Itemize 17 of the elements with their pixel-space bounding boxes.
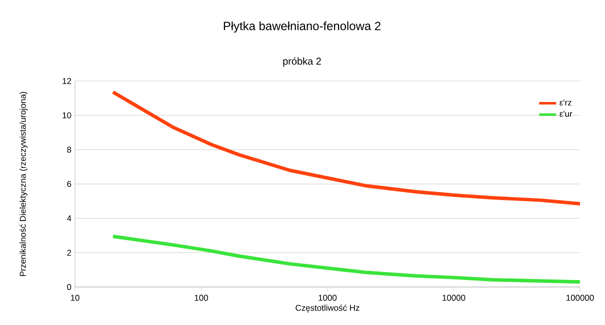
- chart-subtitle: próbka 2: [283, 57, 321, 67]
- x-tick-label: 100: [194, 294, 208, 301]
- y-tick-label: 12: [62, 78, 72, 84]
- x-tick-label: 100000: [566, 294, 594, 301]
- y-axis-title: Przenikalność Dielektyczna (rzeczywista/urojona): [19, 92, 28, 276]
- x-axis-title: Częstotliwość Hz: [296, 304, 360, 313]
- y-tick-label: 8: [67, 146, 72, 153]
- legend-label: ε'ur: [560, 110, 572, 117]
- legend-label: ε'rz: [560, 100, 572, 106]
- y-tick-label: 4: [66, 215, 72, 222]
- x-tick-label: 10000: [442, 294, 466, 301]
- y-tick-label: 6: [67, 181, 72, 187]
- y-tick-label: 0: [67, 284, 72, 290]
- y-tick-label: 10: [62, 112, 72, 118]
- chart-title: Płytka bawełniano-fenolowa 2: [224, 21, 380, 33]
- y-tick-label: 2: [67, 250, 72, 256]
- x-tick-label: 1000: [318, 294, 337, 301]
